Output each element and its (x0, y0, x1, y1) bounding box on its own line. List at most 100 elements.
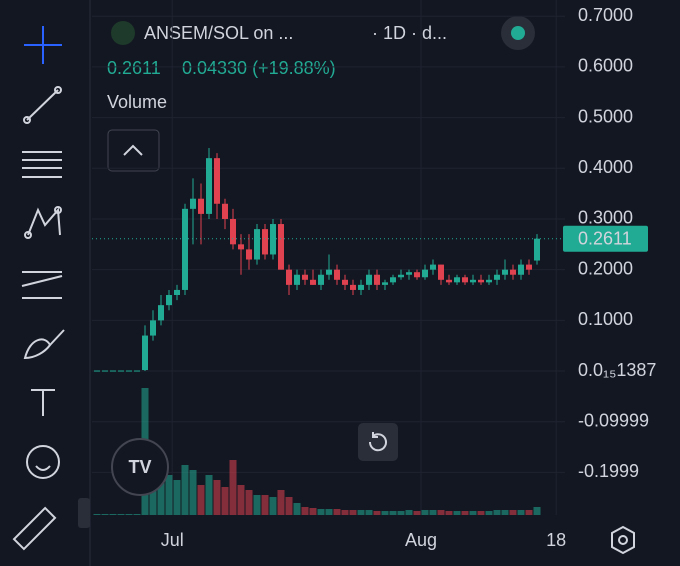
volume-bar (461, 511, 469, 515)
last-price: 0.2611 (107, 58, 161, 78)
volume-bar (397, 511, 405, 515)
volume-bar (221, 487, 229, 515)
y-tick-label: 0.0₁₅1387 (578, 360, 656, 380)
volume-bar (197, 485, 205, 515)
y-tick-label: 0.6000 (578, 56, 633, 76)
y-tick-label: 0.2000 (578, 258, 633, 278)
volume-bar (165, 475, 173, 515)
volume-bar (381, 511, 389, 515)
candle-body (166, 295, 172, 306)
volume-bar (181, 465, 189, 515)
settings-dot (618, 535, 628, 545)
volume-bar (133, 514, 141, 515)
pair-title[interactable]: ANSEM/SOL on ... (144, 23, 293, 43)
volume-bar (421, 510, 429, 515)
candle-body (110, 370, 116, 372)
status-dot (511, 26, 525, 40)
candle-body (198, 198, 204, 214)
reset-button[interactable] (358, 423, 398, 461)
volume-bar (117, 514, 125, 515)
candle-body (366, 274, 372, 285)
volume-bar (373, 511, 381, 515)
volume-bar (93, 514, 101, 515)
candle-body (182, 208, 188, 290)
candle-body (254, 229, 260, 260)
candle-body (246, 249, 252, 260)
volume-bar (253, 495, 261, 515)
chevron (123, 144, 143, 156)
tv-logo[interactable] (111, 438, 169, 496)
candle-body (270, 224, 276, 255)
candle-body (302, 274, 308, 280)
volume-bar (365, 510, 373, 515)
candle-body (134, 370, 140, 372)
candle-body (534, 238, 540, 261)
candle-body (158, 305, 164, 321)
candle-body (422, 269, 428, 278)
candle-body (350, 284, 356, 290)
volume-bar (349, 510, 357, 515)
volume-bar (213, 480, 221, 515)
candle-body (334, 269, 340, 280)
candle-body (494, 274, 500, 280)
volume-bar (245, 490, 253, 515)
volume-bar (437, 510, 445, 515)
collapse-legend[interactable] (107, 129, 160, 172)
volume-bar (413, 511, 421, 515)
candle-body (206, 158, 212, 214)
candle-body (126, 370, 132, 372)
candle-body (190, 198, 196, 209)
candle-body (214, 158, 220, 204)
candle-body (238, 244, 244, 250)
candle-body (470, 279, 476, 283)
volume-bar (469, 511, 477, 515)
volume-bar (477, 511, 485, 515)
volume-bar (509, 510, 517, 515)
candle-body (230, 218, 236, 245)
candle-body (174, 289, 180, 296)
volume-bar (525, 510, 533, 515)
price-change: 0.04330 (+19.88%) (182, 58, 336, 78)
candle-body (414, 272, 420, 278)
volume-bar (173, 480, 181, 515)
volume-bar (309, 508, 317, 515)
candle-body (262, 229, 268, 255)
settings-button[interactable] (611, 525, 635, 555)
candle-body (102, 370, 108, 372)
candle-body (454, 277, 460, 283)
collapse-toolbar[interactable] (78, 498, 90, 528)
volume-bar (317, 509, 325, 515)
candle-body (342, 279, 348, 285)
candle-body (374, 274, 380, 285)
candle-body (390, 277, 396, 283)
volume-bar (429, 510, 437, 515)
candle-body (446, 279, 452, 283)
interval[interactable]: · 1D · d... (372, 23, 447, 43)
candle-body (318, 274, 324, 285)
volume-bar (493, 510, 501, 515)
volume-bar (285, 497, 293, 515)
candle-body (142, 335, 148, 371)
candle-body (518, 264, 524, 275)
volume-bar (325, 509, 333, 515)
last-price-tag (563, 225, 648, 252)
candle-body (278, 224, 284, 270)
volume-bar (357, 510, 365, 515)
candle-body (286, 269, 292, 285)
volume-label: Volume (107, 92, 167, 112)
candle-body (462, 277, 468, 283)
tool-icons[interactable] (12, 26, 65, 551)
x-tick-label: 18 (546, 530, 566, 550)
candle-body (438, 264, 444, 280)
candle-body (406, 272, 412, 275)
volume-bar (453, 511, 461, 515)
y-tick-label: -0.1999 (578, 461, 639, 481)
x-tick-label: Aug (405, 530, 437, 550)
candle-body (502, 269, 508, 275)
volume-bar (301, 507, 309, 515)
y-tick-label: 0.4000 (578, 157, 633, 177)
volume-bar (485, 511, 493, 515)
candle-body (310, 279, 316, 285)
